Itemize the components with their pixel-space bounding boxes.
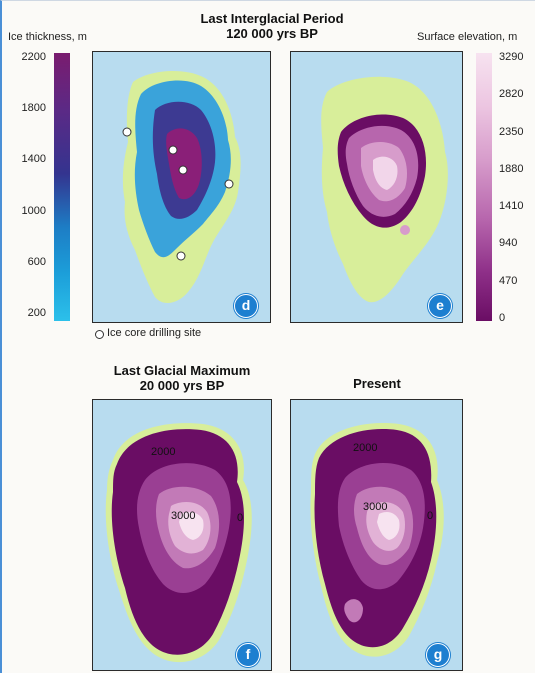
ice-core-legend-label: Ice core drilling site <box>107 327 202 339</box>
panel-f-contour-2000: 2000 <box>151 446 176 458</box>
panel-e-badge: e <box>428 294 452 318</box>
panel-e-surface-elevation-map: e <box>290 51 463 323</box>
scale-tick-label: 600 <box>27 255 46 268</box>
panel-g-contour-3000: 3000 <box>363 501 388 513</box>
panel-g-contour-2000: 2000 <box>353 442 378 454</box>
panel-e-map-graphic <box>321 76 448 303</box>
scale-tick-label: 1800 <box>21 102 46 115</box>
surface-elevation-ticks: 3290 2820 2350 1880 1410 940 470 0 <box>499 51 535 326</box>
ice-thickness-colorbar <box>54 53 70 321</box>
panel-g-contour-0: 0 <box>427 510 434 522</box>
scale-tick-label: 2350 <box>499 125 524 138</box>
panel-g-map-graphic <box>310 423 444 657</box>
panel-f-badge: f <box>236 643 260 667</box>
panel-d-ice-thickness-map: d <box>92 51 271 323</box>
scale-tick-label: 200 <box>27 307 46 319</box>
panel-f-lgm-map: 2000 3000 0 f <box>92 399 272 671</box>
panel-f-map-graphic <box>105 423 252 663</box>
ice-core-site-icon <box>95 330 104 339</box>
lgm-title-line1: Last Glacial Maximum <box>113 363 251 378</box>
panel-f-contour-3000: 3000 <box>171 510 196 522</box>
scale-tick-label: 1400 <box>21 153 46 166</box>
top-title-line1: Last Interglacial Period <box>200 11 344 26</box>
scale-tick-label: 0 <box>499 312 506 324</box>
scale-tick-label: 1880 <box>499 162 524 175</box>
panel-g-badge: g <box>426 643 450 667</box>
surface-elevation-scale-title: Surface elevation, m <box>417 31 518 43</box>
lgm-title: Last Glacial Maximum 20 000 yrs BP <box>82 363 282 393</box>
lgm-title-line2: 20 000 yrs BP <box>139 378 225 393</box>
ice-thickness-scale-title: Ice thickness, m <box>8 31 87 43</box>
scale-tick-label: 470 <box>499 274 518 287</box>
surface-elevation-colorbar <box>476 53 492 321</box>
top-title-line2: 120 000 yrs BP <box>226 26 318 41</box>
scale-tick-label: 2820 <box>499 88 524 101</box>
panel-g-present-map: 2000 3000 0 g <box>290 399 463 671</box>
ice-thickness-ticks: 2200 1800 1400 1000 600 200 <box>6 51 46 326</box>
panel-d-map-graphic <box>122 70 241 304</box>
panel-d-badge: d <box>234 294 258 318</box>
scale-tick-label: 2200 <box>21 51 46 63</box>
scale-tick-label: 1000 <box>21 204 46 217</box>
top-title: Last Interglacial Period 120 000 yrs BP <box>172 11 372 41</box>
scale-tick-label: 940 <box>499 237 518 250</box>
panel-f-contour-0: 0 <box>237 512 244 524</box>
scale-tick-label: 3290 <box>499 51 524 63</box>
present-title: Present <box>353 376 401 391</box>
scale-tick-label: 1410 <box>499 200 524 213</box>
